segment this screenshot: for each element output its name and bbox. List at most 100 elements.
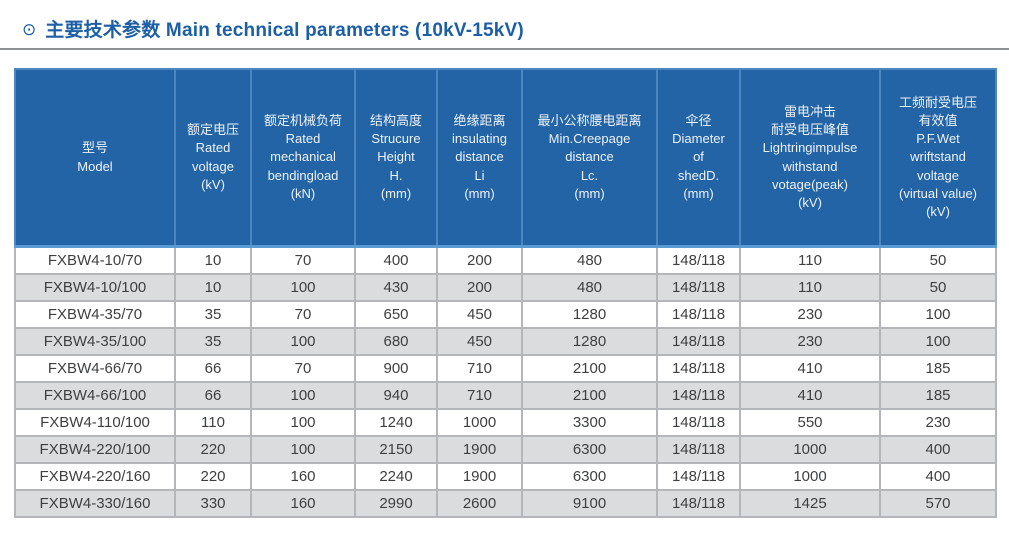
table-cell: 100 <box>250 408 356 437</box>
table-cell: 200 <box>436 245 523 275</box>
table-cell: 230 <box>879 408 997 437</box>
table-cell: 650 <box>354 300 438 329</box>
table-cell: 710 <box>436 354 523 383</box>
table-cell: 570 <box>879 489 997 518</box>
table-cell: 35 <box>174 327 252 356</box>
model-cell: FXBW4-35/70 <box>14 300 176 329</box>
column-header-rated-voltage: 额定电压 Rated voltage (kV) <box>174 68 252 248</box>
table-cell: 148/118 <box>656 408 741 437</box>
table-cell: 110 <box>739 273 881 302</box>
table-cell: 400 <box>354 245 438 275</box>
table-cell: 10 <box>174 245 252 275</box>
table-cell: 148/118 <box>656 354 741 383</box>
table-cell: 100 <box>250 273 356 302</box>
model-cell: FXBW4-220/160 <box>14 462 176 491</box>
table-cell: 1000 <box>739 462 881 491</box>
table-cell: 410 <box>739 354 881 383</box>
table-cell: 900 <box>354 354 438 383</box>
table-cell: 550 <box>739 408 881 437</box>
circled-dot-icon: ⊙ <box>22 19 37 39</box>
column-header-model: 型号 Model <box>14 68 176 248</box>
table-cell: 9100 <box>521 489 658 518</box>
table-cell: 185 <box>879 354 997 383</box>
table-cell: 100 <box>250 327 356 356</box>
table-cell: 330 <box>174 489 252 518</box>
table-cell: 70 <box>250 300 356 329</box>
table-cell: 70 <box>250 354 356 383</box>
page-title: 主要技术参数 Main technical parameters (10kV-1… <box>45 19 524 41</box>
table-row: FXBW4-220/160 220 160 2240 1900 6300 148/118 10… <box>14 462 997 491</box>
table-cell: 400 <box>879 435 997 464</box>
table-row: FXBW4-35/70 35 70 650 450 1280 148/118 230 100 <box>14 300 997 329</box>
column-header-rated-mechanical-bending-load: 额定机械负荷 Rated mechanical bendingload (kN) <box>250 68 356 248</box>
table-cell: 710 <box>436 381 523 410</box>
table-cell: 230 <box>739 327 881 356</box>
column-header-structure-height: 结构高度 Strucure Height H. (mm) <box>354 68 438 248</box>
table-cell: 2600 <box>436 489 523 518</box>
model-cell: FXBW4-35/100 <box>14 327 176 356</box>
table-cell: 110 <box>174 408 252 437</box>
table-cell: 148/118 <box>656 489 741 518</box>
table-cell: 1240 <box>354 408 438 437</box>
model-cell: FXBW4-10/100 <box>14 273 176 302</box>
table-cell: 200 <box>436 273 523 302</box>
table-row: FXBW4-66/100 66 100 940 710 2100 148/118 410 185 <box>14 381 997 410</box>
column-header-lightning-impulse-withstand: 雷电冲击 耐受电压峰值 Lightringimpulse withstand v… <box>739 68 881 248</box>
table-cell: 35 <box>174 300 252 329</box>
table-cell: 1280 <box>521 327 658 356</box>
table-row: FXBW4-66/70 66 70 900 710 2100 148/118 410 185 <box>14 354 997 383</box>
table-row: FXBW4-330/160 330 160 2990 2600 9100 148/118 14… <box>14 489 997 518</box>
table-cell: 148/118 <box>656 273 741 302</box>
column-header-min-creepage-distance: 最小公称腰电距离 Min.Creepage distance Lc. (mm) <box>521 68 658 248</box>
table-cell: 1900 <box>436 435 523 464</box>
table-cell: 160 <box>250 462 356 491</box>
section-title: ⊙ 主要技术参数 Main technical parameters (10kV… <box>0 0 1009 45</box>
table-cell: 148/118 <box>656 245 741 275</box>
table-cell: 480 <box>521 273 658 302</box>
table-cell: 50 <box>879 245 997 275</box>
table-cell: 940 <box>354 381 438 410</box>
table-cell: 148/118 <box>656 327 741 356</box>
table-cell: 2990 <box>354 489 438 518</box>
table-row: FXBW4-110/100 110 100 1240 1000 3300 148/118 55… <box>14 408 997 437</box>
technical-parameters-table: 型号 Model 额定电压 Rated voltage (kV) 额定机械负荷 Ra… <box>14 68 997 518</box>
table-cell: 430 <box>354 273 438 302</box>
table-cell: 1425 <box>739 489 881 518</box>
model-cell: FXBW4-66/70 <box>14 354 176 383</box>
table-cell: 6300 <box>521 435 658 464</box>
model-cell: FXBW4-220/100 <box>14 435 176 464</box>
table-cell: 410 <box>739 381 881 410</box>
table-cell: 160 <box>250 489 356 518</box>
table-cell: 148/118 <box>656 300 741 329</box>
table-row: FXBW4-10/100 10 100 430 200 480 148/118 110 50 <box>14 273 997 302</box>
table-cell: 100 <box>250 381 356 410</box>
table-cell: 2150 <box>354 435 438 464</box>
table-cell: 230 <box>739 300 881 329</box>
table-cell: 148/118 <box>656 435 741 464</box>
table-cell: 480 <box>521 245 658 275</box>
table-cell: 1000 <box>739 435 881 464</box>
table-cell: 2240 <box>354 462 438 491</box>
table-cell: 100 <box>250 435 356 464</box>
model-cell: FXBW4-330/160 <box>14 489 176 518</box>
table-cell: 148/118 <box>656 462 741 491</box>
table-cell: 100 <box>879 300 997 329</box>
column-header-power-frequency-withstand: 工频耐受电压 有效值 P.F.Wet wriftstand voltage (v… <box>879 68 997 248</box>
table-cell: 220 <box>174 462 252 491</box>
table-cell: 400 <box>879 462 997 491</box>
title-divider <box>0 48 1009 50</box>
table-cell: 6300 <box>521 462 658 491</box>
table-cell: 450 <box>436 300 523 329</box>
table-cell: 110 <box>739 245 881 275</box>
table-body: FXBW4-10/70 10 70 400 200 480 148/118 110 50 FXBW… <box>14 245 997 518</box>
table-cell: 1280 <box>521 300 658 329</box>
table-cell: 185 <box>879 381 997 410</box>
column-header-shed-diameter: 伞径 Diameter of shedD. (mm) <box>656 68 741 248</box>
table-cell: 2100 <box>521 354 658 383</box>
model-cell: FXBW4-110/100 <box>14 408 176 437</box>
table-cell: 220 <box>174 435 252 464</box>
column-header-insulating-distance: 绝缘距离 insulating distance Li (mm) <box>436 68 523 248</box>
table-row: FXBW4-220/100 220 100 2150 1900 6300 148/118 10… <box>14 435 997 464</box>
table-cell: 2100 <box>521 381 658 410</box>
